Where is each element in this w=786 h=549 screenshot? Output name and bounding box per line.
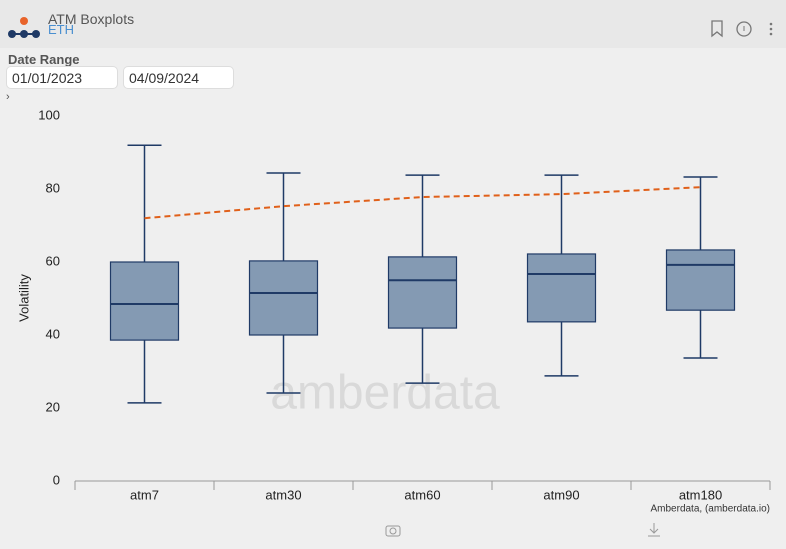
logo <box>8 17 40 38</box>
y-tick-label: 60 <box>46 253 60 268</box>
x-tick-label: atm30 <box>265 487 301 502</box>
start-date[interactable]: 01/01/2023 <box>6 66 118 89</box>
watermark: amberdata <box>270 367 500 420</box>
expand[interactable]: › <box>6 91 10 103</box>
x-tick-label: atm180 <box>679 487 722 502</box>
box <box>109 261 180 341</box>
box <box>526 253 597 323</box>
y-tick-label: 0 <box>53 472 60 487</box>
filter-label: Date Range <box>8 52 80 67</box>
box <box>665 249 736 311</box>
x-tick-label: atm90 <box>543 487 579 502</box>
trend-line <box>144 186 701 220</box>
y-tick-label: 40 <box>46 326 60 341</box>
box <box>248 260 319 336</box>
header: ATM Boxplots ETH <box>0 0 786 48</box>
title: ATM Boxplots <box>48 11 135 27</box>
y-axis-label: Volatility <box>16 274 31 322</box>
footer-icons[interactable] <box>385 523 660 537</box>
end-date[interactable]: 04/09/2024 <box>123 66 234 89</box>
x-tick-label: atm60 <box>404 487 440 502</box>
x-tick-label: atm7 <box>130 487 159 502</box>
y-tick-label: 80 <box>46 180 60 195</box>
subtitle: ETH <box>48 22 74 37</box>
y-tick-label: 20 <box>46 399 60 414</box>
y-tick-label: 100 <box>38 107 60 122</box>
credit: Amberdata, (amberdata.io) <box>650 504 770 515</box>
header-icons[interactable] <box>708 19 778 39</box>
box <box>387 256 458 329</box>
